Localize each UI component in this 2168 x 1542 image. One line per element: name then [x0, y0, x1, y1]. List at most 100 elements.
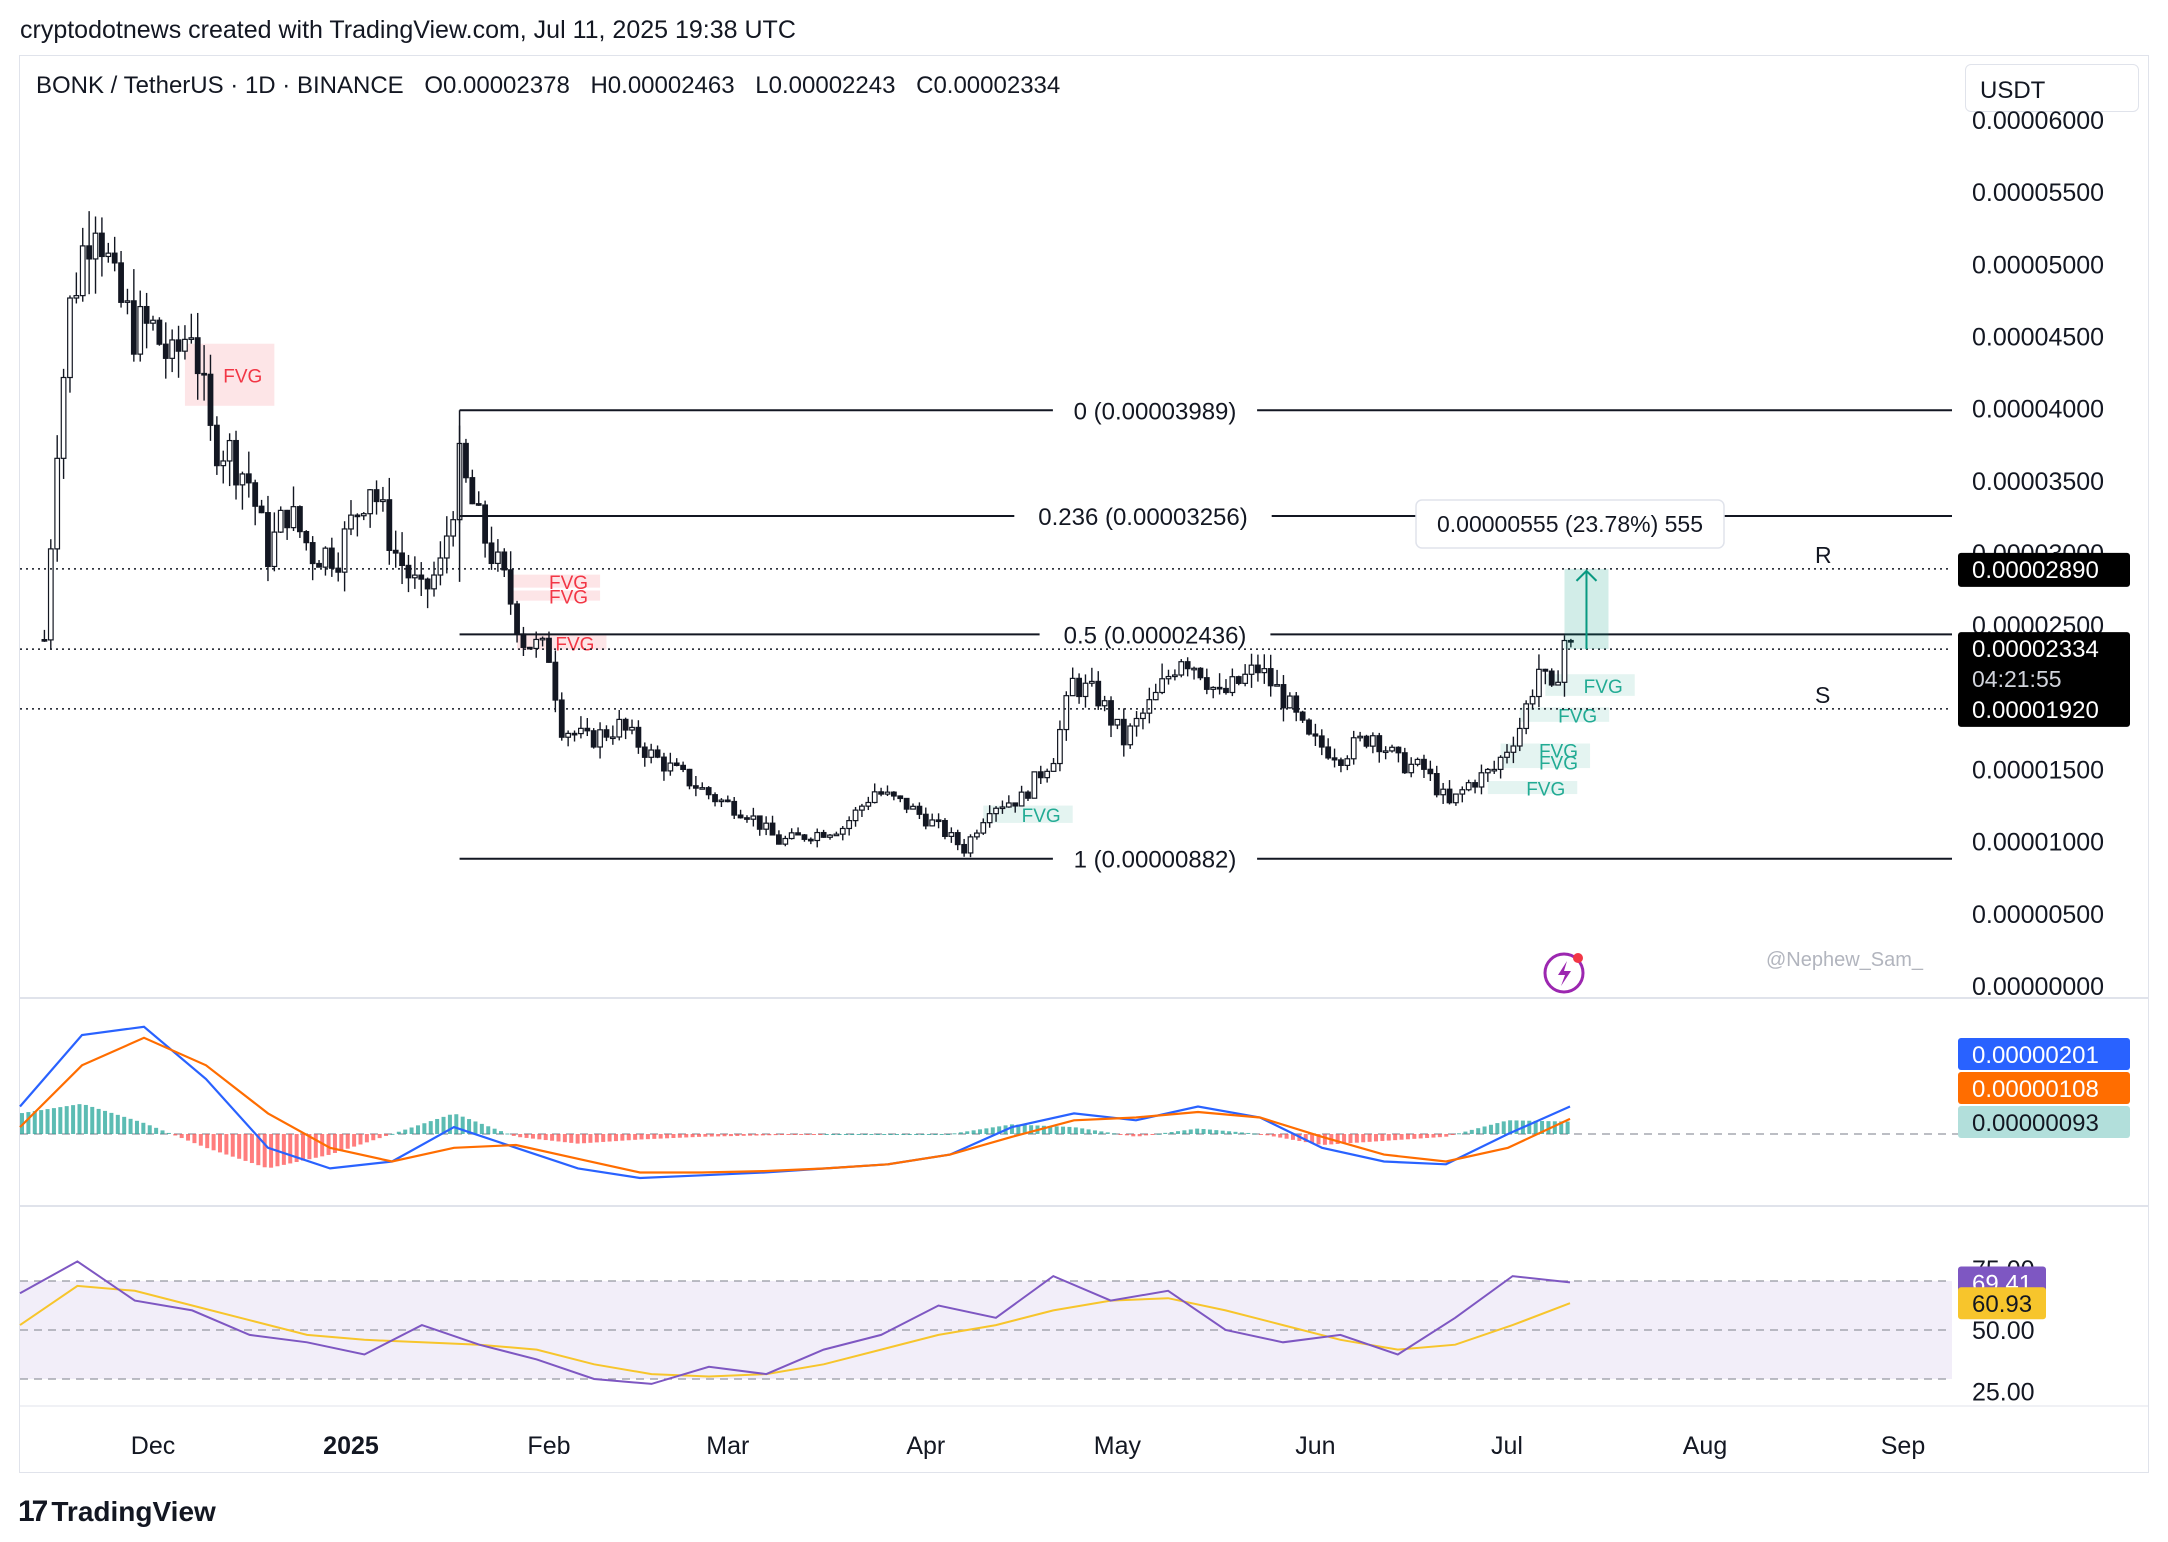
ohlc-low: L0.00002243 [755, 72, 896, 99]
candle-down [233, 439, 239, 486]
macd-hist-bar [1099, 1131, 1104, 1134]
last-price-tag: 0.00002334 [1972, 636, 2099, 663]
macd-hist-bar [1361, 1134, 1366, 1143]
macd-hist-bar [58, 1107, 63, 1134]
signal-line [19, 1036, 1571, 1174]
macd-hist-bar [269, 1134, 274, 1168]
candle-up [1171, 674, 1178, 678]
candle-down [1267, 668, 1274, 687]
time-tick-label: Jun [1295, 1432, 1335, 1460]
fib-label-bg [1014, 500, 1272, 533]
macd-hist-bar [754, 1134, 759, 1136]
candle-down [654, 749, 661, 758]
candle-down [686, 768, 693, 787]
macd-hist-bar [1418, 1134, 1423, 1139]
macd-hist-bar [601, 1134, 606, 1142]
macd-hist-bar [933, 1134, 938, 1135]
candle-up [1440, 788, 1447, 796]
candle-down [265, 512, 271, 568]
candle-down [463, 442, 469, 479]
macd-hist-bar [722, 1134, 727, 1137]
candle-up [667, 762, 674, 772]
macd-hist-bar [518, 1134, 523, 1138]
macd-hist-bar [20, 1113, 24, 1134]
macd-hist-bar [237, 1134, 242, 1159]
candle-down [373, 489, 380, 503]
macd-hist-bar [780, 1134, 785, 1135]
macd-hist-bar [1220, 1130, 1225, 1134]
macd-hist-bar [1527, 1120, 1532, 1134]
candle-down [284, 509, 291, 529]
rsi-tick-label: 50.00 [1972, 1317, 2035, 1345]
candle-up [763, 822, 770, 830]
candle-down [916, 805, 923, 815]
tradingview-logo[interactable]: 17 TradingView [18, 1495, 216, 1529]
candle-down [603, 729, 610, 738]
macd-hist-bar [358, 1134, 363, 1145]
candle-down [1421, 758, 1427, 770]
candle-down [1306, 719, 1312, 735]
candle-down [820, 831, 827, 838]
candle-up [1152, 691, 1159, 701]
rsi-value-tag: 60.93 [1972, 1291, 2032, 1318]
fib-label-bg [1052, 394, 1258, 427]
candle-down [1395, 746, 1402, 754]
macd-hist-bar [396, 1131, 401, 1134]
macd-hist-bar [869, 1134, 874, 1135]
macd-hist-bar [467, 1119, 472, 1134]
candle-up [1414, 758, 1421, 765]
macd-hist-bar [1552, 1121, 1557, 1134]
candle-down [1542, 668, 1549, 672]
candle-down [99, 232, 105, 258]
fvg-zone [510, 574, 601, 588]
candle-down [194, 337, 201, 375]
candle-up [1069, 677, 1076, 697]
macd-hist-bar [1067, 1126, 1072, 1134]
macd-hist-bar [1144, 1134, 1149, 1136]
macd-hist-bar [767, 1134, 772, 1136]
macd-hist-bar [320, 1134, 325, 1157]
macd-hist-bar [639, 1134, 644, 1140]
candle-up [852, 809, 859, 822]
candle-down [1472, 782, 1478, 788]
candle-down [520, 633, 527, 648]
candle-up [47, 548, 54, 641]
candle-down [1012, 802, 1019, 807]
symbol-pair[interactable]: BONK / TetherUS · 1D · BINANCE [36, 72, 404, 99]
macd-hist-bar [1290, 1134, 1295, 1140]
currency-selector[interactable]: USDT [1965, 64, 2139, 112]
candle-down [386, 499, 393, 551]
candle-up [348, 514, 354, 530]
candle-down [795, 832, 801, 836]
candle-down [680, 764, 687, 771]
candle-down [1548, 670, 1555, 686]
macd-hist-bar [1265, 1134, 1270, 1136]
candle-down [903, 797, 910, 810]
macd-hist-bar [1233, 1131, 1238, 1134]
candle-up [1459, 789, 1466, 795]
symbol-legend: BONK / TetherUS · 1D · BINANCE O0.000023… [36, 72, 1074, 100]
macd-hist-bar [1022, 1124, 1027, 1134]
macd-hist-bar [122, 1116, 127, 1134]
candle-down [1095, 680, 1102, 707]
bolt-icon[interactable] [1543, 952, 1585, 994]
candle-down [1293, 695, 1300, 713]
macd-hist-bar [96, 1108, 101, 1134]
candle-down [1376, 735, 1383, 753]
fvg-zone [517, 635, 607, 650]
macd-hist-bar [843, 1134, 848, 1135]
macd-value-tag-bg [1958, 1038, 2130, 1070]
candle-down [1037, 771, 1044, 779]
candle-up [629, 726, 635, 731]
macd-hist-bar [384, 1134, 389, 1136]
candle-up [1382, 750, 1389, 754]
macd-hist-bar [217, 1134, 222, 1153]
macd-hist-bar [1482, 1126, 1487, 1134]
candle-down [207, 373, 214, 426]
macd-hist-bar [882, 1134, 887, 1135]
candle-up [1369, 735, 1376, 747]
macd-value-tag-bg [1958, 1106, 2130, 1138]
candle-up [360, 513, 367, 517]
macd-hist-bar [415, 1125, 420, 1134]
